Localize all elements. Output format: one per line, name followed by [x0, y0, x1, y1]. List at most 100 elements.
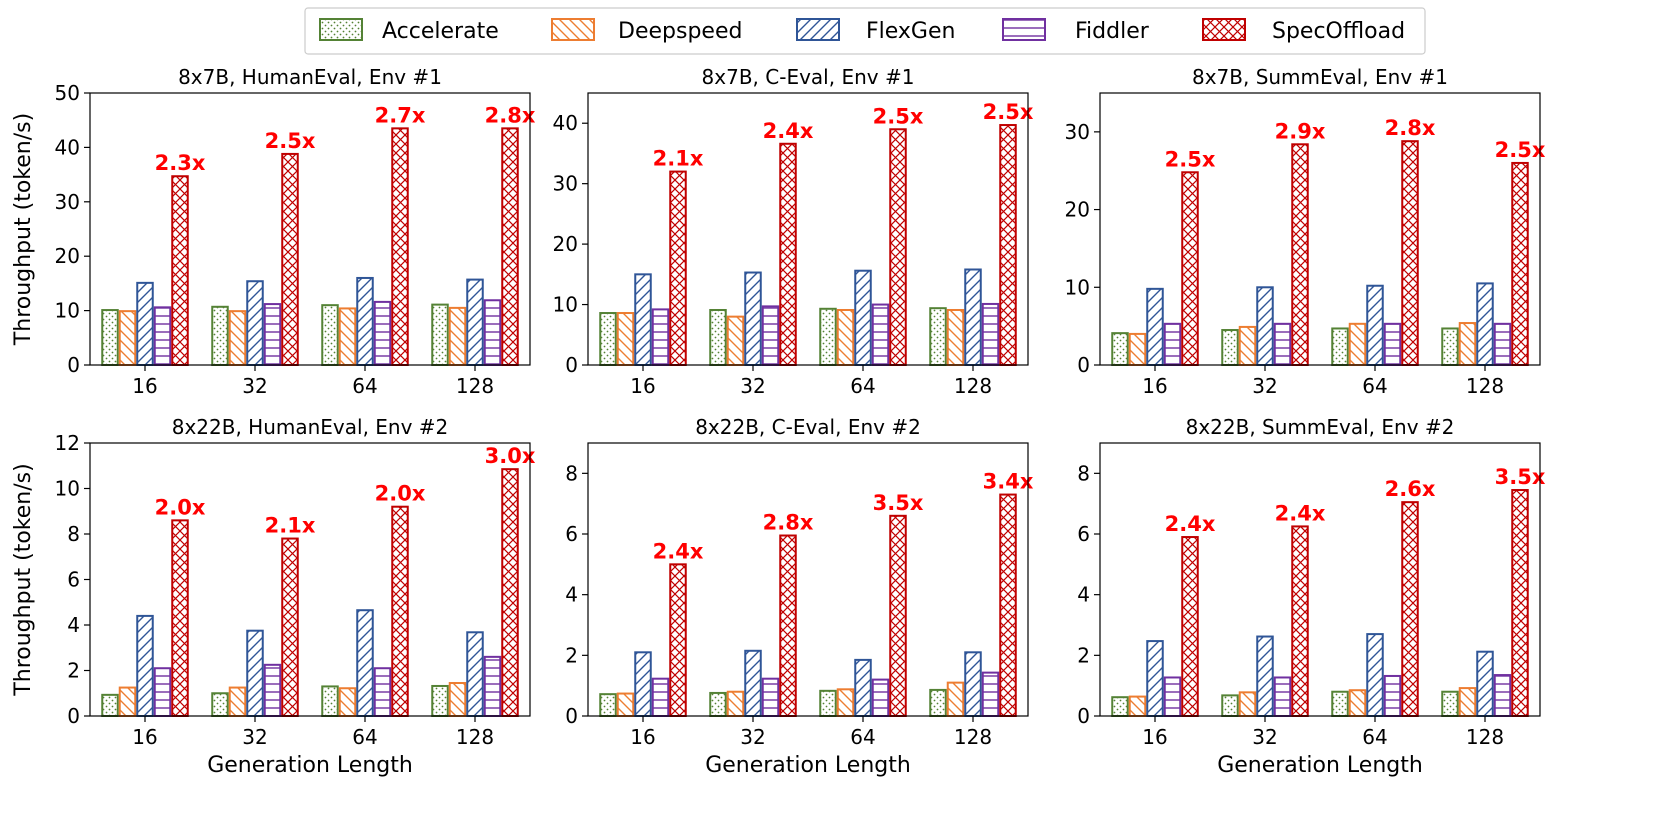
bar-deepspeed-64 [1348, 322, 1367, 367]
x-tick-label: 128 [1466, 725, 1504, 749]
bar-specoffload-16 [1181, 171, 1199, 366]
bar-deepspeed-16 [616, 692, 635, 718]
chart-panel-3: 8x7B, SummEval, Env #1 0 10 20 30 2.5x 16 2.9x 3… [1065, 65, 1546, 398]
plot-frame [89, 442, 531, 717]
speedup-label-64: 2.7x [375, 103, 426, 127]
bar-specoffload-16 [669, 563, 687, 717]
y-tick-label: 4 [565, 583, 578, 607]
y-tick-label: 4 [67, 613, 80, 637]
chart-title: 8x22B, SummEval, Env #2 [1186, 415, 1455, 439]
legend-entry-fiddler: Fiddler [1002, 18, 1150, 44]
bar-accelerate-128 [929, 688, 947, 717]
bar-flexgen-128 [1476, 282, 1494, 366]
y-tick-label: 30 [55, 190, 80, 214]
x-tick-label: 128 [954, 725, 992, 749]
y-tick-label: 4 [1077, 583, 1090, 607]
y-tick-label: 8 [67, 522, 80, 546]
bar-deepspeed-64 [836, 308, 855, 366]
bar-deepspeed-32 [726, 315, 745, 366]
y-tick-label: 10 [55, 299, 80, 323]
bar-flexgen-32 [1256, 286, 1274, 366]
bar-specoffload-64 [889, 128, 907, 366]
legend-label-specoffload: SpecOffload [1272, 19, 1405, 44]
bar-deepspeed-32 [228, 310, 247, 367]
bar-specoffload-32 [281, 152, 299, 366]
bar-accelerate-32 [709, 691, 727, 717]
y-tick-label: 6 [1077, 522, 1090, 546]
bar-flexgen-64 [854, 658, 872, 718]
bar-flexgen-64 [1366, 284, 1384, 366]
speedup-label-64: 2.6x [1385, 477, 1436, 501]
x-tick-label: 16 [630, 725, 655, 749]
bar-accelerate-128 [929, 307, 947, 366]
y-tick-label: 6 [565, 522, 578, 546]
x-tick-label: 32 [1252, 725, 1277, 749]
y-tick-label: 2 [67, 659, 80, 683]
x-axis-label: Generation Length [705, 753, 911, 778]
y-tick-label: 0 [565, 704, 578, 728]
bar-flexgen-128 [1476, 650, 1494, 718]
x-tick-label: 16 [132, 374, 157, 398]
chart-panel-1: 8x7B, HumanEval, Env #1 0 10 20 30 40 50 2.3x 16… [11, 65, 536, 398]
bar-deepspeed-32 [726, 690, 745, 718]
bar-specoffload-64 [391, 127, 409, 366]
speedup-label-128: 3.5x [1495, 465, 1546, 489]
x-tick-label: 16 [132, 725, 157, 749]
x-tick-label: 64 [1362, 725, 1387, 749]
bar-accelerate-64 [321, 685, 339, 717]
bar-flexgen-32 [744, 271, 762, 366]
bar-specoffload-16 [1181, 536, 1199, 717]
bar-flexgen-32 [246, 280, 264, 366]
bar-fiddler-128 [981, 671, 1000, 718]
bar-specoffload-128 [999, 493, 1017, 718]
bar-flexgen-16 [136, 614, 154, 718]
bar-flexgen-128 [964, 651, 982, 717]
bar-accelerate-64 [819, 689, 837, 717]
bar-flexgen-128 [964, 268, 982, 366]
bar-deepspeed-16 [1128, 332, 1147, 366]
bar-flexgen-64 [356, 609, 374, 718]
legend-label-deepspeed: Deepspeed [618, 19, 742, 44]
legend-label-flexgen: FlexGen [866, 19, 955, 44]
plot-frame [1099, 92, 1541, 366]
bar-flexgen-16 [634, 273, 652, 367]
speedup-label-32: 2.9x [1275, 119, 1326, 143]
bar-specoffload-32 [779, 142, 797, 366]
bar-accelerate-16 [101, 309, 119, 366]
plot-frame [1099, 442, 1541, 717]
bar-specoffload-128 [999, 124, 1017, 366]
y-tick-label: 10 [1065, 275, 1090, 299]
speedup-label-16: 2.4x [653, 539, 704, 563]
y-tick-label: 30 [1065, 120, 1090, 144]
legend-label-fiddler: Fiddler [1075, 19, 1150, 44]
bar-deepspeed-128 [1458, 687, 1477, 717]
chart-panel-6: 8x22B, SummEval, Env #2 0 2 4 6 8 2.4x 16 2.4x 32… [1077, 415, 1546, 778]
plot-frame [587, 442, 1029, 717]
chart-panel-5: 8x22B, C-Eval, Env #2 0 2 4 6 8 2.4x 16 2.8x 32 3.… [565, 415, 1034, 778]
bar-fiddler-128 [1493, 322, 1512, 367]
bar-flexgen-16 [1146, 287, 1164, 366]
bar-accelerate-64 [819, 307, 837, 366]
bar-deepspeed-128 [946, 308, 965, 366]
bar-fiddler-128 [981, 302, 1000, 366]
bar-fiddler-128 [483, 299, 502, 367]
y-tick-label: 0 [1077, 353, 1090, 377]
y-axis-label: Throughput (token/s) [11, 463, 36, 696]
bar-accelerate-16 [101, 693, 119, 718]
bar-flexgen-32 [1256, 635, 1274, 718]
x-tick-label: 16 [1142, 725, 1167, 749]
speedup-label-32: 2.4x [763, 119, 814, 143]
bar-accelerate-32 [211, 305, 229, 366]
x-tick-label: 128 [456, 725, 494, 749]
bar-flexgen-64 [854, 269, 872, 366]
speedup-label-16: 2.4x [1165, 512, 1216, 536]
speedup-label-32: 2.5x [265, 129, 316, 153]
y-tick-label: 50 [55, 81, 80, 105]
bar-deepspeed-128 [946, 681, 965, 718]
x-tick-label: 64 [352, 374, 377, 398]
bar-specoffload-16 [669, 170, 687, 366]
y-tick-label: 12 [55, 431, 80, 455]
speedup-label-128: 2.5x [1495, 138, 1546, 162]
legend-label-accelerate: Accelerate [382, 19, 499, 44]
